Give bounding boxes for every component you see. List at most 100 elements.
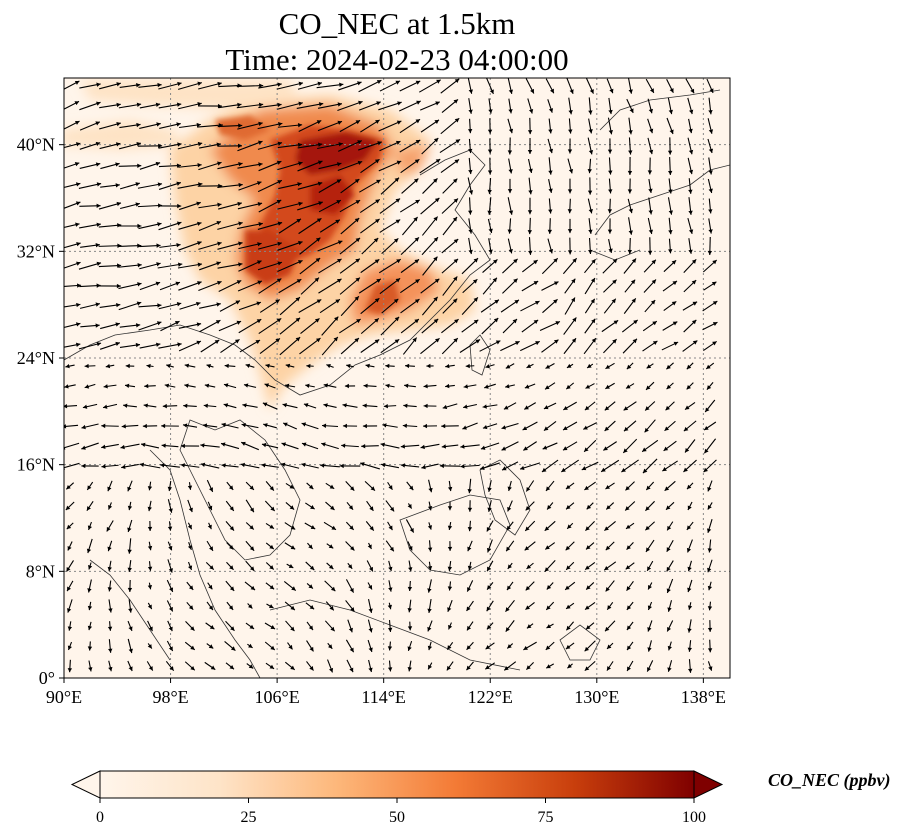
wind-vector-head [229, 545, 234, 550]
wind-vector [177, 183, 203, 189]
wind-vector-head [308, 484, 314, 490]
wind-vector-head [487, 507, 492, 512]
wind-vector-head [707, 648, 713, 653]
wind-vector-head [221, 422, 226, 428]
wind-vector-head [565, 545, 571, 551]
wind-vector-head [608, 109, 613, 115]
wind-vector-head [605, 384, 610, 389]
wind-vector-head [375, 199, 380, 204]
wind-vector-head [642, 468, 648, 474]
wind-vector-head [607, 149, 613, 154]
wind-vector-head [295, 297, 300, 302]
wind-vector-head [547, 229, 553, 234]
wind-vector-head [645, 506, 650, 511]
wind-vector [177, 142, 203, 150]
wind-vector-head [608, 170, 613, 175]
wind-vector-head [168, 545, 173, 551]
wind-vector-head [393, 298, 399, 304]
wind-vector-head [448, 624, 453, 630]
wind-vector [419, 158, 441, 174]
wind-vector-head [561, 467, 566, 472]
wind-vector-head [506, 585, 512, 591]
wind-vector-head [566, 384, 571, 390]
wind-vector-head [95, 162, 101, 167]
wind-vector-head [503, 405, 509, 410]
wind-vector-head [686, 385, 692, 390]
wind-vector-head [339, 463, 344, 469]
wind-vector-head [629, 108, 634, 113]
wind-vector-head [468, 148, 473, 154]
wind-vector-head [249, 546, 255, 551]
wind-vector-head [115, 162, 120, 167]
wind-vector-head [690, 88, 695, 94]
wind-vector-head [567, 524, 572, 529]
wind-vector-head [350, 546, 355, 551]
wind-vector-head [586, 625, 591, 630]
wind-vector-head [240, 462, 246, 468]
wind-vector-head [376, 80, 382, 85]
wind-vector-head [329, 484, 335, 489]
wind-vector-head [712, 341, 717, 346]
wind-vector-head [209, 546, 213, 551]
wind-vector-head [466, 665, 471, 671]
wind-vector-head [526, 665, 531, 670]
wind-vector [237, 202, 263, 210]
wind-vector [339, 318, 361, 334]
wind-vector [258, 278, 282, 294]
wind-vector-head [707, 504, 712, 510]
wind-vector-head [708, 129, 714, 134]
wind-vector-head [394, 316, 400, 322]
wind-vector-head [155, 342, 161, 347]
wind-vector-head [548, 248, 554, 254]
wind-vector-head [383, 403, 388, 409]
wind-vector-head [631, 298, 636, 303]
wind-vector-head [645, 547, 651, 552]
wind-vector-head [581, 466, 587, 471]
wind-vector-head [117, 263, 122, 268]
wind-vector-head [318, 201, 323, 206]
colorbar-tick-label: 50 [389, 809, 405, 826]
wind-vector-head [468, 249, 473, 255]
wind-vector-head [136, 82, 141, 88]
wind-vector-head [646, 385, 651, 390]
wind-vector-head [298, 81, 304, 86]
wind-vector-head [415, 279, 420, 284]
wind-vector-head [190, 665, 195, 671]
colorbar: 0 25 50 75 100 [70, 770, 724, 826]
wind-vector-head [627, 645, 632, 651]
wind-vector-head [216, 142, 221, 147]
wind-vector-head [277, 180, 282, 185]
wind-vector-head [82, 404, 88, 409]
wind-vector [338, 81, 362, 91]
wind-vector-head [512, 319, 517, 324]
wind-vector-head [214, 340, 220, 345]
wind-vector-head [168, 626, 173, 632]
wind-vector-head [137, 262, 142, 268]
wind-vector-head [487, 487, 492, 492]
wind-vector-head [507, 150, 513, 155]
wind-vector-head [708, 170, 713, 175]
wind-vector-head [528, 109, 534, 114]
wind-vector-head [566, 363, 572, 368]
wind-vector-head [380, 442, 385, 447]
wind-vector-head [196, 122, 201, 128]
wind-vector-head [435, 101, 440, 106]
wind-vector-head [535, 341, 540, 346]
wind-vector-head [667, 667, 672, 672]
wind-vector-head [627, 666, 631, 672]
wind-vector-head [81, 463, 86, 469]
wind-vector-head [176, 102, 182, 107]
wind-vector-head [523, 645, 528, 650]
wind-vector-head [687, 566, 692, 572]
wind-vector-head [197, 281, 202, 286]
wind-vector-head [67, 545, 72, 551]
y-axis-ticks: 0° 8°N 16°N 24°N 32°N 40°N [17, 135, 64, 688]
wind-vector [298, 299, 322, 313]
wind-vector-head [400, 463, 406, 468]
wind-vector [258, 199, 282, 213]
wind-vector-head [368, 608, 373, 613]
wind-vector-head [567, 663, 572, 669]
wind-vector-head [96, 203, 101, 208]
wind-vector-head [608, 129, 613, 135]
wind-vector-head [708, 209, 713, 214]
